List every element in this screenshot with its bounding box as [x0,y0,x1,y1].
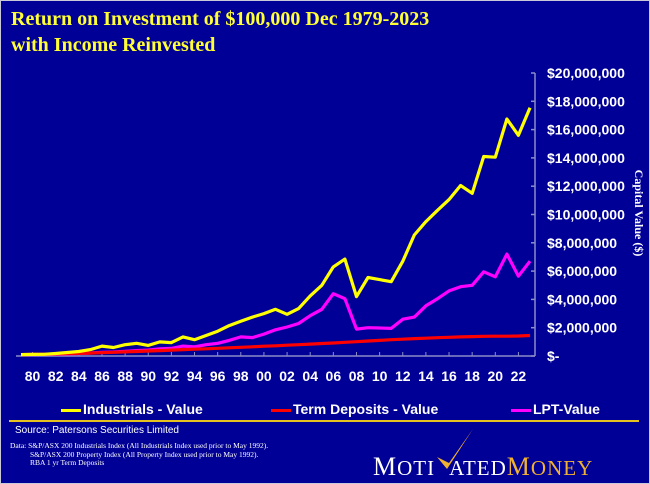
x-tick-label: 90 [140,368,156,384]
legend-label-lpt: LPT-Value [533,401,600,417]
x-tick-label: 94 [187,368,203,384]
y-tick-label: $12,000,000 [547,178,625,194]
x-tick-label: 08 [349,368,365,384]
x-tick-label: 12 [395,368,411,384]
x-tick-label: 80 [25,368,41,384]
x-tick-label: 04 [302,368,318,384]
x-axis: 80 82 84 86 88 90 92 94 96 98 00 02 04 06 08 10 12 14 16 18… [16,352,535,384]
x-tick-label: 18 [464,368,480,384]
x-tick-label: 14 [418,368,434,384]
y-tick-label: $4,000,000 [547,291,617,307]
legend-swatch-term-deposits [271,408,291,412]
legend-label-term-deposits: Term Deposits - Value [293,401,439,417]
y-tick-label: $16,000,000 [547,122,625,138]
x-tick-label: 96 [210,368,226,384]
x-tick-label: 16 [441,368,457,384]
logo-text-oti: OTI [397,456,436,480]
chart-title-line-2: with Income Reinvested [11,34,216,56]
x-tick-label: 20 [488,368,504,384]
x-tick-label: 84 [71,368,87,384]
x-tick-label: 88 [117,368,133,384]
divider [9,420,639,422]
data-note-2: S&P/ASX 200 Property Index (All Property… [30,449,259,459]
legend-swatch-lpt [511,408,531,412]
motivated-money-logo: MOTI ATEDMONEY [373,452,593,482]
legend-swatch-industrials [61,408,81,412]
y-axis-label: Capital Value ($) [632,170,646,257]
chart-title-line-1: Return on Investment of $100,000 Dec 197… [11,8,430,30]
data-note-1: Data: S&P/ASX 200 Industrials Index (All… [10,441,269,450]
x-tick-label: 06 [326,368,342,384]
x-tick-label: 98 [233,368,249,384]
logo-text-m1: M [373,452,398,481]
logo-text-oney: ONEY [530,456,594,480]
legend-item-lpt: LPT-Value [511,401,600,417]
series-line-lpt-value [20,252,532,357]
x-tick-label: 00 [256,368,272,384]
y-tick-label: $2,000,000 [547,320,617,336]
logo-text-ated: ATED [449,456,507,480]
legend-label-industrials: Industrials - Value [83,401,203,417]
series-lines [20,107,532,357]
y-tick-label: $6,000,000 [547,263,617,279]
logo-text-m2: M [506,452,531,481]
line-chart: $- $2,000,000 $4,000,000 $6,000,000 $8,000,0… [16,65,646,384]
x-tick-label: 86 [94,368,110,384]
x-tick-label: 22 [511,368,527,384]
data-notes: Data: S&P/ASX 200 Industrials Index (All… [10,441,269,468]
y-axis: $- $2,000,000 $4,000,000 $6,000,000 $8,000,0… [531,65,625,364]
series-line-term-deposits-value [20,333,531,357]
x-tick-label: 10 [372,368,388,384]
y-tick-label: $20,000,000 [547,65,625,81]
data-note-3: RBA 1 yr Term Deposits [30,458,105,467]
y-tick-label: $8,000,000 [547,235,617,251]
series-line-industrials-value [20,107,532,357]
x-tick-label: 92 [164,368,180,384]
x-tick-label: 02 [279,368,295,384]
y-tick-label: $14,000,000 [547,150,625,166]
x-tick-label: 82 [48,368,64,384]
y-tick-label: $18,000,000 [547,93,625,109]
legend-item-term-deposits: Term Deposits - Value [271,401,438,417]
source-note: Source: Patersons Securities Limited [15,425,179,436]
y-tick-label: $- [547,348,560,364]
legend-item-industrials: Industrials - Value [61,401,203,417]
y-tick-label: $10,000,000 [547,207,625,223]
